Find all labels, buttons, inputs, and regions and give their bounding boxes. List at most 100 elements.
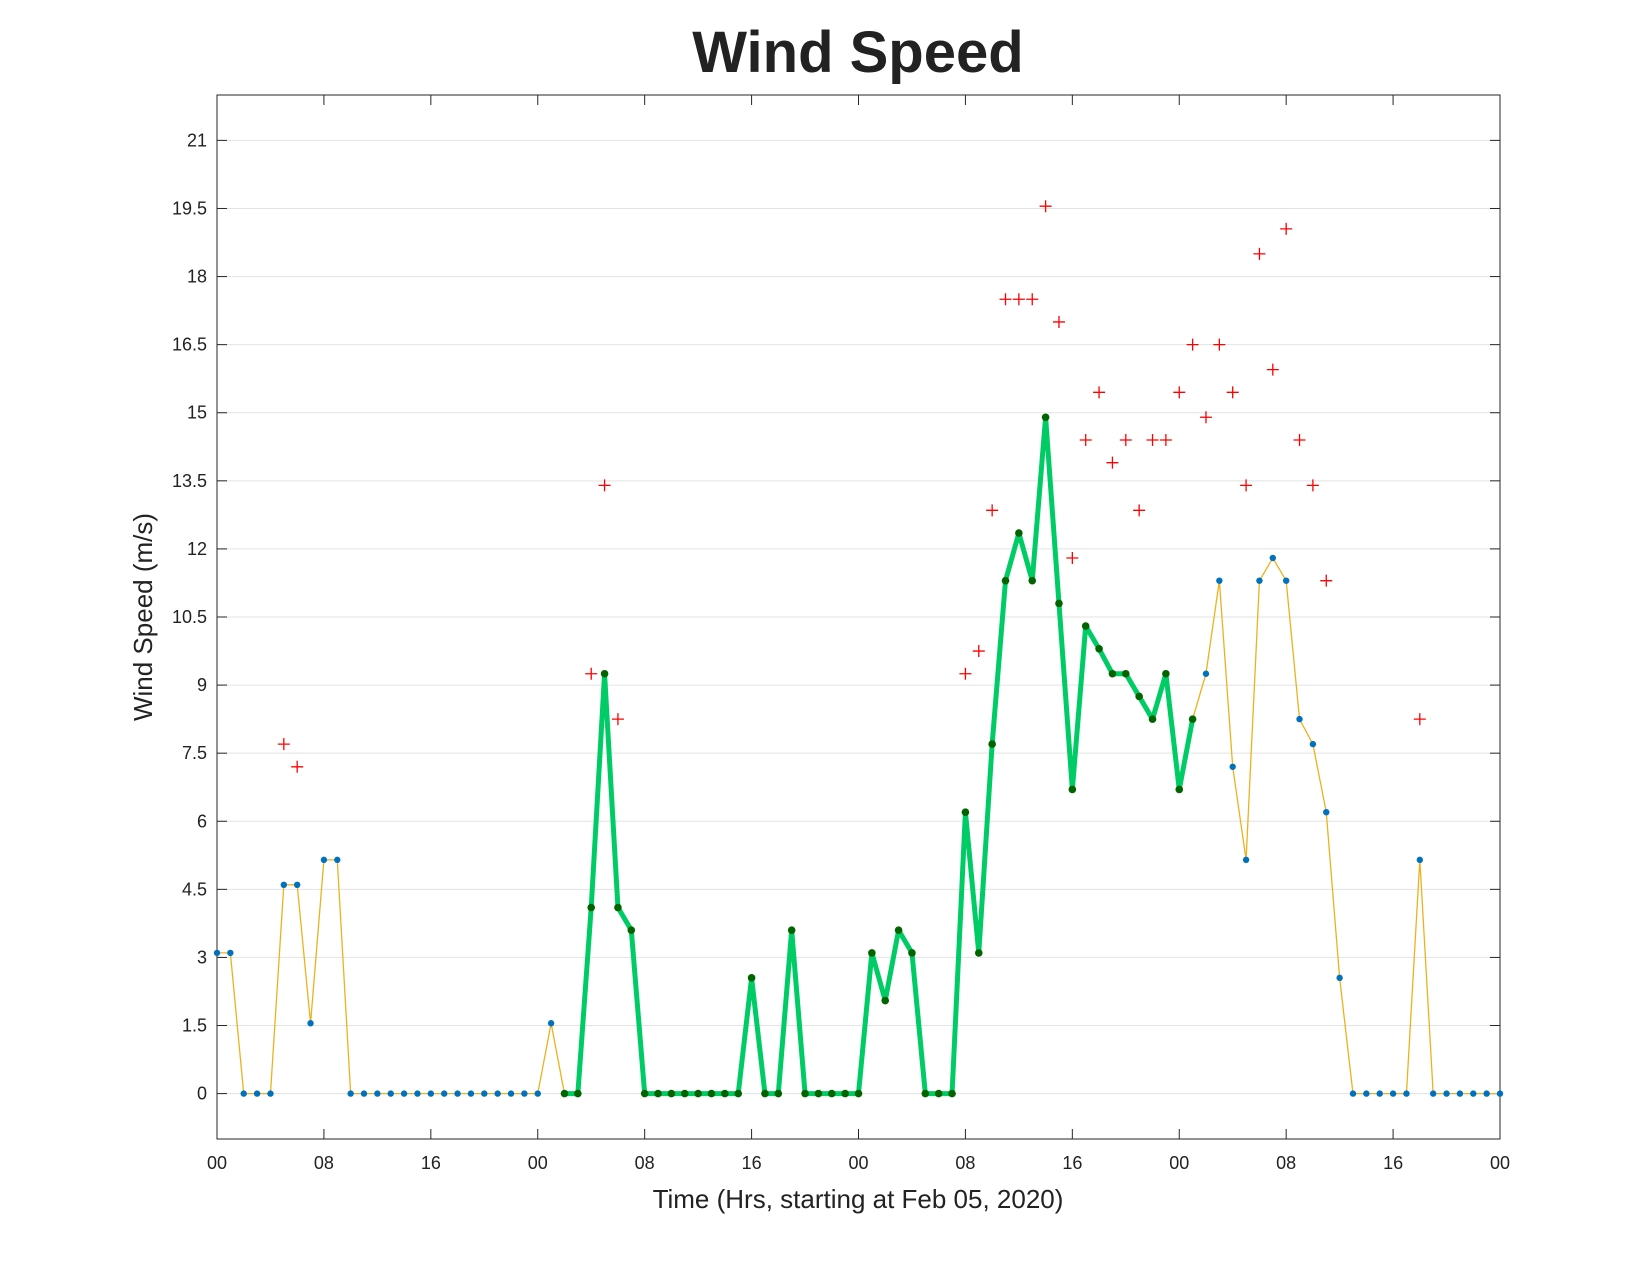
point bbox=[1376, 1090, 1383, 1097]
gust-marker bbox=[1026, 293, 1039, 306]
y-tick-label: 21 bbox=[187, 130, 207, 150]
point bbox=[307, 1020, 314, 1027]
point bbox=[1121, 669, 1130, 678]
point bbox=[868, 949, 876, 957]
gust-marker bbox=[1093, 386, 1106, 399]
gust-marker bbox=[1066, 551, 1079, 564]
point bbox=[640, 1089, 649, 1098]
x-tick-label: 08 bbox=[1276, 1153, 1296, 1173]
gust-marker bbox=[986, 504, 999, 517]
x-tick-label: 00 bbox=[207, 1153, 227, 1173]
point bbox=[574, 1089, 582, 1098]
point bbox=[387, 1090, 394, 1097]
x-tick-label: 16 bbox=[1383, 1153, 1403, 1173]
point bbox=[1229, 763, 1236, 770]
point bbox=[1175, 785, 1184, 794]
x-tick-label: 16 bbox=[1062, 1153, 1082, 1173]
y-tick-label: 15 bbox=[187, 403, 207, 423]
point bbox=[227, 949, 234, 957]
chart-title: Wind Speed bbox=[692, 20, 1023, 85]
point bbox=[627, 926, 636, 934]
gust-marker bbox=[1039, 200, 1052, 213]
point bbox=[1001, 576, 1010, 585]
point bbox=[1296, 715, 1303, 723]
gust-marker bbox=[1079, 433, 1092, 446]
point bbox=[707, 1089, 716, 1098]
point bbox=[721, 1089, 729, 1098]
y-tick-label: 19.5 bbox=[172, 198, 207, 218]
point bbox=[467, 1090, 475, 1097]
y-tick-label: 9 bbox=[197, 675, 207, 695]
point bbox=[1041, 413, 1050, 422]
gust-marker bbox=[1012, 293, 1025, 306]
point bbox=[1336, 974, 1343, 982]
gust-marker bbox=[1119, 433, 1132, 446]
gust-marker bbox=[585, 667, 598, 680]
gust-marker bbox=[1413, 713, 1426, 726]
point bbox=[974, 949, 983, 957]
point bbox=[854, 1089, 863, 1098]
point bbox=[894, 926, 903, 934]
point bbox=[1015, 529, 1023, 537]
x-tick-label: 00 bbox=[1169, 1153, 1189, 1173]
point bbox=[547, 1020, 555, 1027]
y-tick-label: 13.5 bbox=[172, 471, 207, 491]
point bbox=[320, 856, 328, 864]
point bbox=[1216, 577, 1223, 584]
y-tick-label: 3 bbox=[197, 947, 207, 967]
point bbox=[400, 1090, 408, 1097]
point bbox=[253, 1090, 261, 1097]
point bbox=[1068, 785, 1077, 794]
point bbox=[1483, 1090, 1490, 1097]
x-tick-label: 16 bbox=[742, 1153, 762, 1173]
y-tick-label: 1.5 bbox=[182, 1016, 207, 1036]
point bbox=[1389, 1090, 1397, 1097]
y-tick-label: 10.5 bbox=[172, 607, 207, 627]
gust-marker bbox=[1293, 433, 1306, 446]
point bbox=[1496, 1090, 1504, 1097]
point bbox=[734, 1089, 743, 1098]
gust-marker bbox=[1266, 363, 1279, 376]
gust-marker bbox=[1052, 315, 1065, 328]
point bbox=[1269, 554, 1277, 562]
gust-marker bbox=[291, 760, 304, 773]
gust-marker bbox=[1146, 433, 1159, 446]
point bbox=[534, 1090, 541, 1097]
gust-marker bbox=[1106, 456, 1119, 469]
point bbox=[841, 1089, 849, 1098]
point bbox=[1456, 1090, 1464, 1097]
point bbox=[1363, 1090, 1370, 1097]
point bbox=[654, 1089, 662, 1098]
point bbox=[280, 881, 288, 889]
point bbox=[747, 974, 756, 982]
point bbox=[1282, 577, 1290, 584]
gust-marker bbox=[1159, 433, 1172, 446]
point bbox=[988, 740, 996, 748]
point bbox=[908, 949, 916, 957]
point bbox=[481, 1090, 488, 1097]
point bbox=[334, 856, 341, 864]
gust-marker bbox=[1133, 504, 1146, 517]
point bbox=[680, 1089, 689, 1098]
x-tick-label: 08 bbox=[314, 1153, 334, 1173]
point bbox=[614, 903, 622, 912]
x-tick-label: 08 bbox=[635, 1153, 655, 1173]
gust-marker bbox=[959, 667, 972, 680]
point bbox=[1028, 576, 1037, 585]
point bbox=[801, 1089, 809, 1098]
x-tick-label: 00 bbox=[1490, 1153, 1510, 1173]
point bbox=[827, 1089, 836, 1098]
point bbox=[414, 1090, 421, 1097]
point bbox=[1202, 670, 1210, 677]
y-tick-label: 18 bbox=[187, 267, 207, 287]
y-tick-label: 4.5 bbox=[182, 879, 207, 899]
gust-marker bbox=[1199, 411, 1212, 424]
point bbox=[1256, 577, 1263, 584]
gust-marker bbox=[1253, 247, 1266, 260]
x-tick-label: 00 bbox=[848, 1153, 868, 1173]
point bbox=[507, 1090, 515, 1097]
point bbox=[948, 1089, 956, 1098]
y-tick-label: 7.5 bbox=[182, 743, 207, 763]
gust-marker bbox=[1173, 386, 1186, 399]
point bbox=[1162, 669, 1170, 678]
